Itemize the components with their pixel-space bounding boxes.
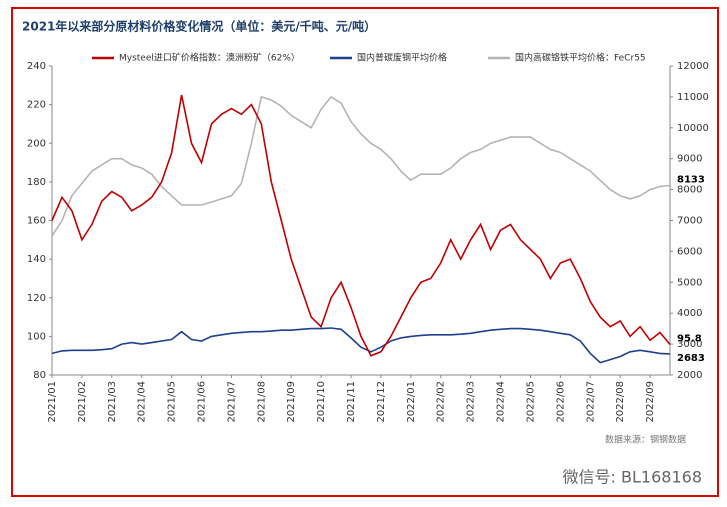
x-tick-label: 2022/04: [496, 381, 507, 423]
y2-tick-label: 12000: [677, 61, 709, 72]
x-tick-label: 2021/08: [256, 381, 267, 423]
y2-tick-label: 7000: [677, 216, 702, 227]
x-tick-label: 2022/05: [525, 381, 536, 423]
y-tick-label: 100: [27, 331, 46, 342]
x-tick-label: 2021/04: [137, 381, 148, 423]
x-tick-label: 2021/05: [167, 381, 178, 423]
y2-tick-label: 5000: [677, 277, 702, 288]
y-tick-label: 80: [33, 370, 46, 381]
x-tick-label: 2021/01: [47, 381, 58, 423]
x-tick-label: 2021/06: [197, 381, 208, 423]
y2-tick-label: 9000: [677, 154, 702, 165]
y2-tick-label: 6000: [677, 246, 702, 257]
series-line: [51, 327, 671, 364]
annotation: 2683: [677, 353, 705, 364]
y-tick-label: 220: [27, 100, 46, 111]
y2-tick-label: 2000: [677, 370, 702, 381]
x-tick-label: 2022/03: [466, 381, 477, 423]
legend-label: 国内高碳铬铁平均价格：FeCr55: [515, 52, 646, 64]
x-tick-label: 2021/03: [107, 381, 118, 423]
x-tick-label: 2021/02: [77, 381, 88, 423]
watermark: 微信号: BL168168: [563, 468, 702, 487]
x-tick-label: 2021/09: [286, 381, 297, 423]
y-tick-label: 120: [27, 293, 46, 304]
frame: [11, 7, 719, 497]
series-line: [51, 95, 671, 237]
y2-tick-label: 11000: [677, 92, 709, 103]
y2-tick-label: 8000: [677, 185, 702, 196]
source: 数据来源：钢钢数据: [605, 434, 686, 446]
x-tick-label: 2021/12: [376, 381, 387, 423]
x-tick-label: 2021/11: [346, 381, 357, 423]
x-tick-label: 2022/09: [645, 381, 656, 423]
chart-title: 2021年以来部分原材料价格变化情况（单位：美元/千吨、元/吨）: [22, 19, 376, 34]
x-tick-label: 2022/07: [585, 381, 596, 423]
x-tick-label: 2022/08: [615, 381, 626, 423]
annotation: 8133: [677, 174, 705, 185]
y2-tick-label: 3000: [677, 339, 702, 350]
y2-tick-label: 4000: [677, 308, 702, 319]
legend-label: 国内普碳废钢平均价格: [357, 52, 447, 64]
y-tick-label: 140: [27, 254, 46, 265]
x-tick-label: 2022/06: [555, 381, 566, 423]
y-tick-label: 180: [27, 177, 46, 188]
series-line: [51, 94, 671, 357]
y-tick-label: 240: [27, 61, 46, 72]
x-tick-label: 2021/10: [316, 381, 327, 423]
annotation: 95.8: [677, 333, 702, 344]
y2-tick-label: 10000: [677, 123, 709, 134]
y-tick-label: 160: [27, 216, 46, 227]
legend-label: Mysteel进口矿价格指数：澳洲粉矿（62%）: [119, 52, 300, 64]
y-tick-label: 200: [27, 138, 46, 149]
x-tick-label: 2022/02: [436, 381, 447, 423]
x-tick-label: 2022/01: [406, 381, 417, 423]
x-tick-label: 2021/07: [226, 381, 237, 423]
